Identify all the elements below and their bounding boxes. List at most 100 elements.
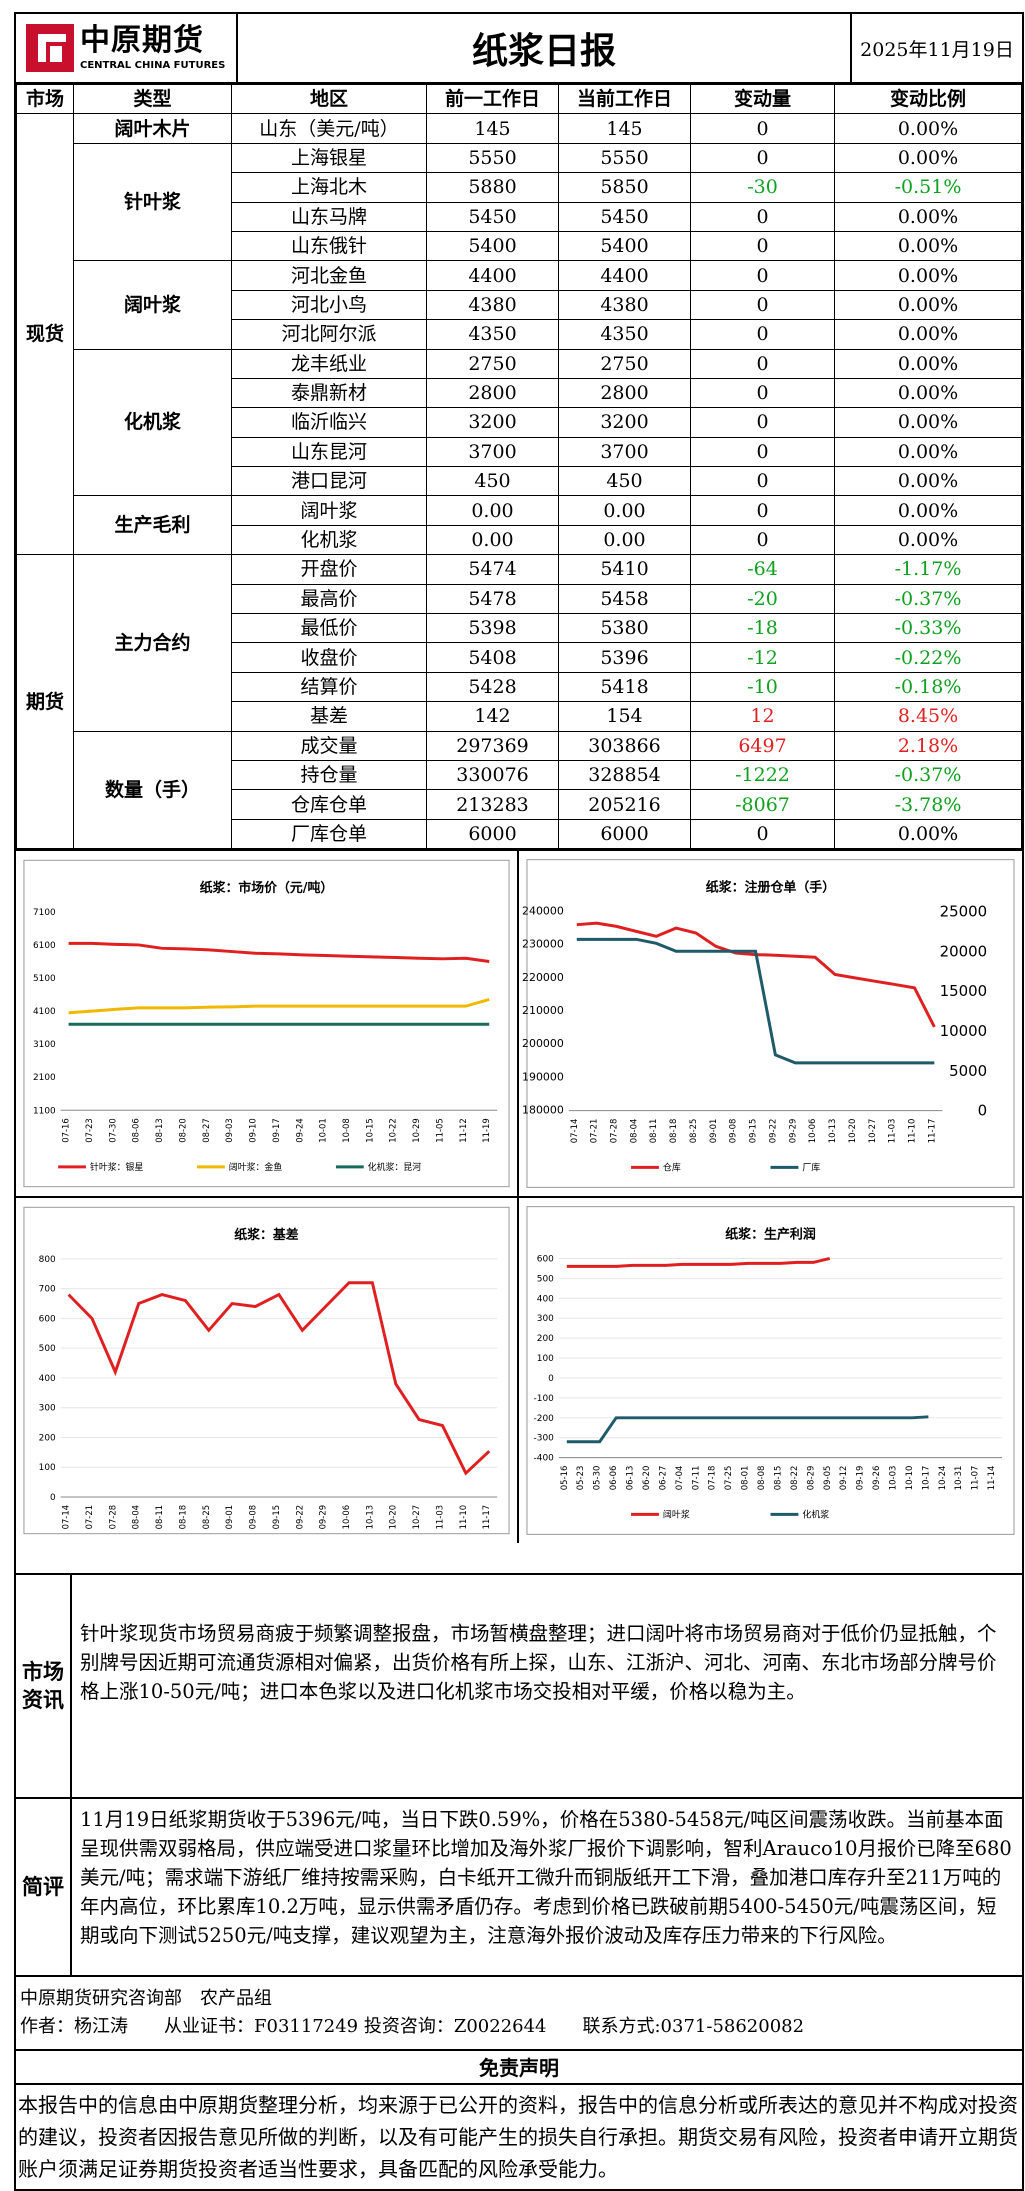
x-tick-label: 09-08 [248, 1505, 258, 1529]
x-tick-label: 10-06 [807, 1119, 817, 1144]
x-tick-label: 09-15 [748, 1119, 758, 1144]
x-tick-label: 07-14 [569, 1119, 579, 1144]
change-cell: 0 [690, 113, 835, 144]
y-tick-label: 300 [39, 1404, 56, 1414]
x-tick-label: 09-19 [855, 1466, 865, 1491]
x-tick-label: 09-29 [787, 1119, 797, 1144]
y-tick-label: 0 [50, 1493, 56, 1503]
author-dept: 中原期货研究咨询部 农产品组 [20, 1988, 272, 2010]
x-tick-label: 08-25 [688, 1119, 698, 1144]
x-tick-label: 07-21 [589, 1119, 599, 1144]
prev-value-cell: 5398 [426, 613, 559, 644]
change-cell: 0 [690, 377, 835, 409]
x-tick-label: 06-13 [625, 1466, 635, 1491]
cur-value-cell: 303866 [558, 730, 691, 761]
table-row: 最高价 5478 5458 -20 -0.37% [17, 583, 1022, 615]
x-tick-label: 10-01 [318, 1118, 328, 1142]
x-tick-label: 05-23 [575, 1466, 585, 1491]
y-tick-label: 200 [537, 1334, 554, 1344]
legend-label: 厂库 [802, 1162, 820, 1174]
x-tick-label: 06-20 [641, 1466, 651, 1491]
x-tick-label: 05-30 [592, 1466, 602, 1491]
x-tick-label: 10-08 [341, 1118, 351, 1142]
change-pct-cell: -0.18% [834, 671, 1022, 703]
comment-text: 11月19日纸浆期货收于5396元/吨，当日下跌0.59%，价格在5380-54… [80, 1808, 1012, 1948]
change-cell: 0 [690, 142, 835, 174]
comment-label: 简评 [16, 1799, 72, 1976]
change-pct-cell: 0.00% [834, 260, 1022, 291]
x-tick-label: 08-08 [756, 1466, 766, 1491]
x-tick-label: 10-22 [388, 1118, 398, 1142]
change-cell: 0 [690, 289, 835, 321]
prev-value-cell: 3200 [426, 407, 559, 438]
x-tick-label: 09-17 [271, 1118, 281, 1142]
change-pct-cell: 8.45% [834, 701, 1022, 732]
x-tick-label: 09-10 [248, 1118, 258, 1142]
cur-value-cell: 3700 [558, 436, 691, 468]
cur-value-cell: 5396 [558, 642, 691, 673]
legend-label: 化机浆 [802, 1509, 829, 1521]
legend-label: 仓库 [663, 1162, 681, 1174]
change-cell: -8067 [690, 789, 835, 820]
x-tick-label: 08-11 [648, 1119, 658, 1144]
x-tick-label: 09-12 [838, 1466, 848, 1491]
region-cell: 山东俄针 [231, 230, 427, 262]
prev-value-cell: 4350 [426, 319, 559, 350]
x-tick-label: 07-11 [690, 1466, 700, 1491]
x-tick-label: 09-22 [294, 1505, 304, 1529]
change-cell: 0 [690, 348, 835, 379]
series-line [68, 998, 490, 1015]
prev-value-cell: 5474 [426, 554, 559, 585]
y-tick-label: 7100 [33, 908, 56, 918]
change-cell: 0 [690, 260, 835, 291]
cur-value-cell: 5400 [558, 230, 691, 262]
x-tick-label: 05-16 [559, 1466, 569, 1491]
x-tick-label: 06-06 [608, 1466, 618, 1491]
series-line [67, 1281, 491, 1476]
change-pct-cell: -0.22% [834, 642, 1022, 673]
prev-value-cell: 142 [426, 701, 559, 732]
x-tick-label: 08-04 [628, 1119, 638, 1144]
table-row: 持仓量 330076 328854 -1222 -0.37% [17, 759, 1022, 791]
change-cell: 0 [690, 319, 835, 350]
change-cell: 0 [690, 524, 835, 556]
charts-row-1: 纸浆：市场价（元/吨） 1100 2100 3100 4100 5100 6100 7100 0… [16, 849, 1022, 1197]
change-pct-cell: 0.00% [834, 230, 1022, 262]
cur-value-cell: 5380 [558, 613, 691, 644]
logo-cn-text: 中原期货 [80, 22, 204, 58]
y-tick-label: 300 [537, 1314, 554, 1324]
y-tick-label: 400 [537, 1294, 554, 1304]
chart-title: 纸浆：基差 [234, 1227, 299, 1243]
company-logo: 中原期货 CENTRAL CHINA FUTURES [16, 14, 238, 82]
region-cell: 山东昆河 [231, 436, 427, 468]
table-row: 临沂临兴 3200 3200 0 0.00% [17, 407, 1022, 438]
cur-value-cell: 3200 [558, 407, 691, 438]
table-row: 现货 阔叶木片 山东（美元/吨） 145 145 0 0.00% [16, 113, 1022, 556]
region-cell: 开盘价 [231, 554, 427, 585]
x-tick-label: 09-26 [871, 1466, 881, 1491]
y2-tick-label: 5000 [949, 1062, 987, 1080]
x-tick-label: 09-22 [767, 1119, 777, 1144]
change-pct-cell: -0.51% [834, 172, 1022, 203]
charts-row-2: 纸浆：基差 0 100 200 300 400 500 600 700 800 07-14 07-21… [16, 1196, 1022, 1544]
prev-value-cell: 6000 [426, 818, 559, 850]
change-pct-cell: 0.00% [834, 377, 1022, 409]
x-tick-label: 07-28 [107, 1505, 117, 1529]
table-row: 数量（手） 成交量 297369 303866 6497 2.18% [17, 730, 1022, 850]
market-price-chart: 纸浆：市场价（元/吨） 1100 2100 3100 4100 5100 6100 7100 0… [16, 851, 519, 1197]
change-pct-cell: -0.37% [834, 583, 1022, 615]
y-tick-label: -300 [534, 1434, 555, 1444]
production-profit-chart: 纸浆：生产利润 -400 -300 -200 -100 0 100 200 300 400 500 6… [519, 1198, 1022, 1543]
series-line [566, 1257, 831, 1269]
logo-icon [26, 24, 74, 72]
type-cell: 化机浆 [73, 348, 232, 497]
region-cell: 龙丰纸业 [231, 348, 427, 379]
prev-value-cell: 213283 [426, 789, 559, 820]
type-cell: 数量（手） [73, 730, 232, 850]
prev-value-cell: 4380 [426, 289, 559, 321]
table-row: 结算价 5428 5418 -10 -0.18% [17, 671, 1022, 703]
change-cell: 12 [690, 701, 835, 732]
type-cell: 针叶浆 [73, 142, 232, 262]
chart-title: 纸浆：生产利润 [725, 1227, 816, 1243]
x-tick-label: 09-29 [318, 1505, 328, 1529]
